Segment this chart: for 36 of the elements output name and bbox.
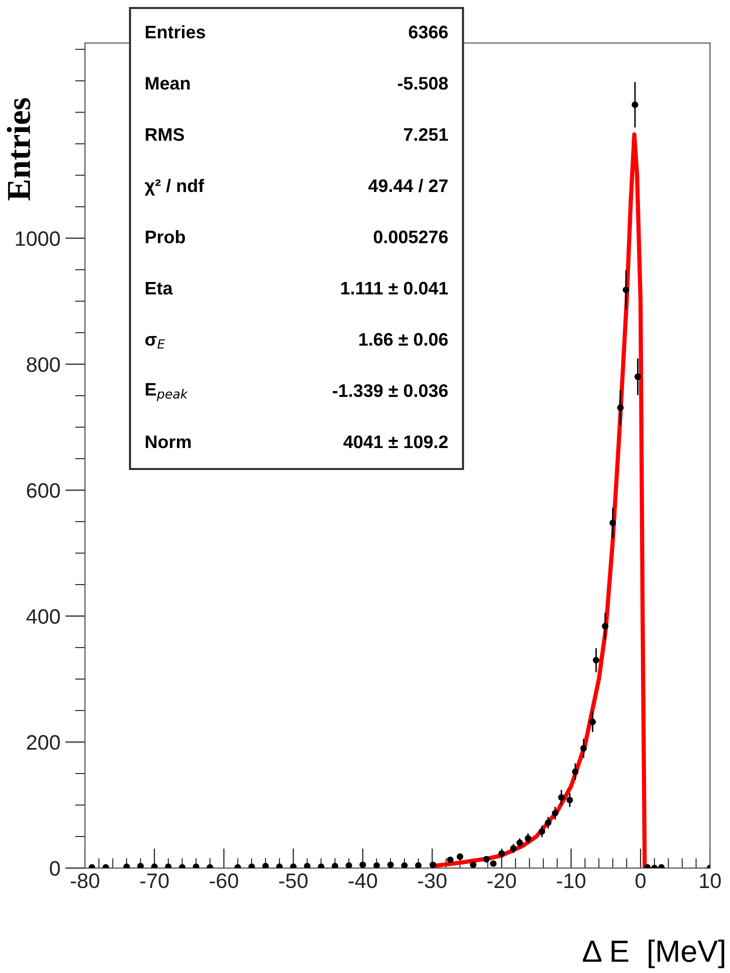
- annotation: Mean: [146, 77, 190, 90]
- y-axis-title: Entries: [6, 98, 30, 200]
- annotation: -1.339 ± 0.036: [332, 384, 448, 398]
- y-tick-label: 200: [26, 735, 60, 750]
- annotation: RMS: [146, 128, 184, 141]
- annotation: 0.005276: [374, 230, 448, 244]
- annotation: Norm: [146, 436, 191, 448]
- x-tick-label: -40: [348, 873, 378, 888]
- x-tick-label: 0: [636, 873, 646, 888]
- text: 6366: [408, 26, 448, 38]
- y-tick-label: 0: [50, 861, 60, 876]
- annotation: 4041 ± 109.2: [343, 435, 448, 448]
- x-tick-label: -10: [556, 873, 586, 888]
- x-tick-label: -70: [140, 873, 169, 888]
- annotation: 7.251: [404, 128, 448, 141]
- y-tick-label: 1000: [16, 231, 60, 246]
- x-tick-label: -50: [279, 873, 308, 888]
- x-axis-title: Δ E [MeV]: [582, 940, 724, 968]
- annotation: σ$_{E}$: [145, 336, 166, 349]
- y-tick-label: 600: [26, 483, 60, 498]
- x-tick-label: -20: [488, 873, 516, 888]
- annotation: 1.66 ± 0.06: [359, 333, 448, 346]
- annotation: -5.508: [398, 76, 448, 90]
- annotation: 1.111 ± 0.041: [341, 282, 448, 295]
- annotation: Eta: [146, 282, 173, 295]
- annotation: χ² / ndf: [144, 178, 204, 196]
- annotation: E$_{peak}$: [146, 383, 188, 402]
- annotation: 49.44 / 27: [368, 178, 448, 192]
- x-tick-label: -60: [210, 873, 238, 888]
- x-tick-label: -30: [418, 873, 446, 888]
- x-tick-label: 10: [700, 873, 721, 888]
- y-tick-label: 400: [26, 609, 60, 624]
- text: Entries: [146, 25, 206, 38]
- annotation: Prob: [146, 230, 185, 244]
- y-tick-label: 800: [26, 357, 60, 372]
- x-tick-label: -80: [70, 873, 100, 888]
